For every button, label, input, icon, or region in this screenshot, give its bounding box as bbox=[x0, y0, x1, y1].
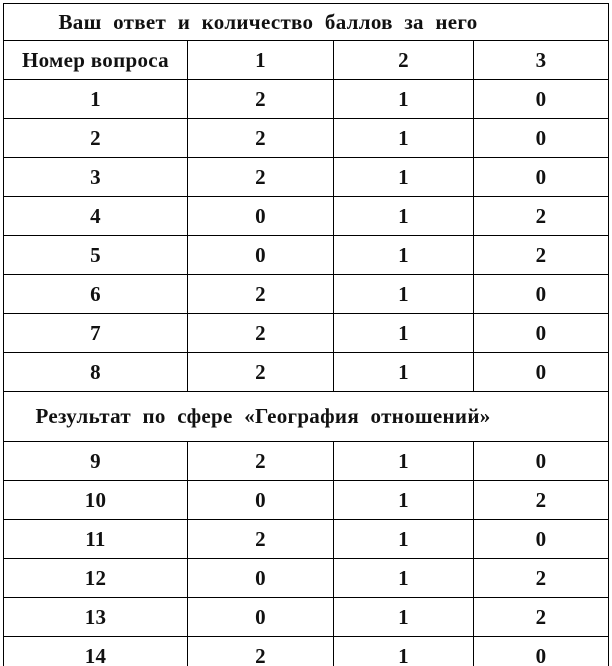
table-row: 7 2 1 0 bbox=[3, 313, 610, 353]
cell-score: 1 bbox=[333, 480, 474, 520]
table-row: 6 2 1 0 bbox=[3, 274, 610, 314]
cell-question-number: 2 bbox=[3, 118, 188, 158]
cell-score: 0 bbox=[187, 196, 334, 236]
cell-score: 1 bbox=[333, 597, 474, 637]
cell-score: 1 bbox=[333, 636, 474, 666]
cell-score: 2 bbox=[472, 558, 610, 598]
cell-score: 1 bbox=[333, 558, 474, 598]
section-title: Результат по сфере «География отношений» bbox=[2, 391, 610, 442]
cell-score: 1 bbox=[333, 118, 474, 158]
cell-score: 1 bbox=[333, 519, 474, 559]
cell-score: 0 bbox=[472, 352, 610, 392]
cell-score: 0 bbox=[472, 313, 610, 353]
cell-score: 2 bbox=[187, 636, 334, 666]
cell-score: 2 bbox=[187, 352, 334, 392]
cell-question-number: 6 bbox=[3, 274, 188, 314]
cell-score: 0 bbox=[472, 157, 610, 197]
cell-score: 2 bbox=[187, 118, 334, 158]
cell-score: 0 bbox=[472, 636, 610, 666]
column-header-question-number: Номер вопроса bbox=[3, 40, 188, 80]
cell-question-number: 11 bbox=[3, 519, 188, 559]
column-header-row: Номер вопроса 1 2 3 bbox=[3, 40, 610, 80]
cell-score: 2 bbox=[472, 480, 610, 520]
cell-question-number: 1 bbox=[3, 79, 188, 119]
cell-score: 2 bbox=[472, 235, 610, 275]
cell-score: 0 bbox=[472, 519, 610, 559]
table-row: 10 0 1 2 bbox=[3, 480, 610, 520]
cell-score: 1 bbox=[333, 274, 474, 314]
cell-score: 2 bbox=[472, 196, 610, 236]
cell-score: 1 bbox=[333, 313, 474, 353]
cell-question-number: 5 bbox=[3, 235, 188, 275]
cell-question-number: 3 bbox=[3, 157, 188, 197]
cell-score: 0 bbox=[187, 235, 334, 275]
table-row: 8 2 1 0 bbox=[3, 352, 610, 392]
section-title-row: Результат по сфере «География отношений» bbox=[2, 391, 610, 442]
cell-question-number: 12 bbox=[3, 558, 188, 598]
cell-question-number: 4 bbox=[3, 196, 188, 236]
cell-score: 1 bbox=[333, 79, 474, 119]
cell-score: 2 bbox=[187, 519, 334, 559]
cell-score: 0 bbox=[187, 597, 334, 637]
column-header-answer-2: 2 bbox=[333, 40, 474, 80]
cell-score: 0 bbox=[187, 558, 334, 598]
table-row: 9 2 1 0 bbox=[3, 441, 610, 481]
table-row: 13 0 1 2 bbox=[3, 597, 610, 637]
cell-question-number: 9 bbox=[3, 441, 188, 481]
cell-question-number: 7 bbox=[3, 313, 188, 353]
cell-score: 1 bbox=[333, 235, 474, 275]
cell-score: 1 bbox=[333, 196, 474, 236]
column-header-answer-3: 3 bbox=[472, 40, 610, 80]
cell-score: 2 bbox=[472, 597, 610, 637]
table-row: 5 0 1 2 bbox=[3, 235, 610, 275]
column-header-answer-1: 1 bbox=[187, 40, 334, 80]
table-title-row: Ваш ответ и количество баллов за него bbox=[2, 3, 610, 41]
cell-score: 2 bbox=[187, 274, 334, 314]
table-row: 1 2 1 0 bbox=[3, 79, 610, 119]
table-row: 11 2 1 0 bbox=[3, 519, 610, 559]
score-table: Ваш ответ и количество баллов за него Но… bbox=[2, 3, 610, 666]
cell-question-number: 14 bbox=[3, 636, 188, 666]
table-row: 2 2 1 0 bbox=[3, 118, 610, 158]
table-row: 14 2 1 0 bbox=[3, 636, 610, 666]
cell-score: 0 bbox=[187, 480, 334, 520]
cell-score: 2 bbox=[187, 157, 334, 197]
cell-score: 0 bbox=[472, 274, 610, 314]
cell-score: 1 bbox=[333, 157, 474, 197]
table-title: Ваш ответ и количество баллов за него bbox=[2, 3, 610, 41]
cell-score: 0 bbox=[472, 441, 610, 481]
table-row: 3 2 1 0 bbox=[3, 157, 610, 197]
table-row: 4 0 1 2 bbox=[3, 196, 610, 236]
cell-score: 0 bbox=[472, 118, 610, 158]
table-row: 12 0 1 2 bbox=[3, 558, 610, 598]
cell-score: 0 bbox=[472, 79, 610, 119]
cell-score: 1 bbox=[333, 441, 474, 481]
cell-question-number: 10 bbox=[3, 480, 188, 520]
cell-score: 2 bbox=[187, 441, 334, 481]
cell-score: 1 bbox=[333, 352, 474, 392]
cell-score: 2 bbox=[187, 313, 334, 353]
cell-question-number: 13 bbox=[3, 597, 188, 637]
cell-question-number: 8 bbox=[3, 352, 188, 392]
cell-score: 2 bbox=[187, 79, 334, 119]
